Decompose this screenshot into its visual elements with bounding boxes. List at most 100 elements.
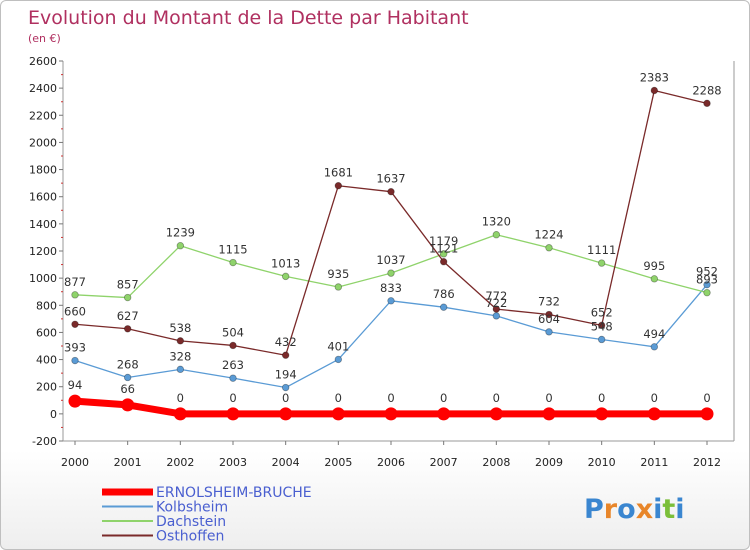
data-point — [387, 187, 395, 196]
data-label: 94 — [68, 378, 83, 392]
data-label: 877 — [64, 275, 86, 289]
data-label: 1320 — [482, 215, 511, 229]
data-point — [703, 288, 711, 297]
data-label: 1013 — [271, 256, 300, 270]
y-tick-label: 600 — [36, 326, 57, 339]
data-point — [650, 275, 659, 283]
logo-letter: r — [604, 494, 618, 525]
data-point — [439, 258, 448, 266]
y-tick-label: 1000 — [29, 272, 57, 285]
legend: ERNOLSHEIM-BRUCHEKolbsheimDachsteinOstho… — [102, 485, 312, 545]
data-label: 0 — [177, 391, 184, 405]
data-label: 432 — [275, 335, 297, 349]
data-point — [176, 242, 185, 250]
data-label: 401 — [327, 339, 349, 353]
data-point — [650, 343, 659, 351]
data-point — [492, 312, 501, 320]
data-label: 0 — [282, 391, 289, 405]
logo-letter: P — [584, 494, 604, 525]
x-tick-label: 2012 — [693, 456, 721, 469]
data-point — [334, 283, 343, 291]
data-label: 660 — [64, 304, 86, 318]
data-point — [71, 320, 79, 328]
data-label: 268 — [117, 357, 139, 371]
axes: -200020040060080010001200140016001800200… — [29, 55, 735, 469]
series-layer — [68, 86, 714, 421]
data-label: 0 — [335, 391, 342, 405]
data-point — [281, 351, 290, 359]
x-tick-label: 2003 — [219, 456, 247, 469]
data-label: 2288 — [692, 83, 721, 97]
data-label: 2383 — [640, 70, 669, 84]
data-point — [229, 258, 237, 267]
data-label: 995 — [643, 259, 665, 273]
data-label: 0 — [387, 391, 394, 405]
y-tick-label: 200 — [36, 381, 57, 394]
data-point — [703, 99, 711, 108]
data-point — [439, 250, 448, 258]
logo-letter: x — [636, 494, 653, 525]
data-point — [229, 374, 237, 382]
legend-label-1: Kolbsheim — [156, 500, 228, 516]
data-point — [489, 407, 503, 421]
data-point — [173, 407, 187, 421]
data-point — [545, 244, 553, 252]
x-tick-label: 2007 — [430, 456, 458, 469]
data-point — [647, 407, 661, 421]
data-point — [68, 394, 82, 408]
data-label: 494 — [643, 327, 665, 341]
x-tick-label: 2011 — [640, 456, 668, 469]
legend-label-3: Osthoffen — [156, 529, 224, 545]
data-point — [281, 272, 290, 281]
data-label: 1179 — [429, 234, 458, 248]
y-tick-label: 1800 — [29, 164, 57, 177]
y-tick-label: 400 — [36, 354, 57, 367]
data-label: 1239 — [166, 226, 195, 240]
legend-label-2: Dachstein — [156, 514, 226, 530]
data-point — [229, 341, 237, 350]
x-tick-label: 2002 — [166, 456, 194, 469]
data-point — [176, 365, 185, 374]
data-label: 604 — [538, 312, 560, 326]
data-label: 786 — [433, 287, 455, 301]
data-point — [542, 407, 556, 421]
data-label: 393 — [64, 341, 86, 355]
data-label: 1224 — [534, 228, 563, 242]
y-tick-label: 2000 — [29, 136, 57, 149]
data-label: 66 — [120, 382, 135, 396]
data-label: 652 — [591, 305, 613, 319]
logo-letter: t — [662, 494, 675, 525]
data-point — [439, 303, 448, 311]
data-point — [71, 356, 79, 365]
data-label: 833 — [380, 281, 402, 295]
x-tick-label: 2006 — [377, 456, 405, 469]
logo-letter: i — [675, 494, 684, 525]
data-point — [121, 398, 135, 412]
data-label: 548 — [591, 319, 613, 333]
x-tick-label: 2005 — [324, 456, 352, 469]
x-tick-label: 2004 — [272, 456, 300, 469]
data-point — [334, 355, 343, 364]
data-label: 328 — [169, 349, 191, 363]
data-point — [545, 328, 553, 336]
x-tick-label: 2010 — [588, 456, 616, 469]
data-point — [71, 291, 79, 299]
data-point — [545, 310, 553, 319]
data-point — [331, 407, 345, 421]
data-label: 538 — [169, 321, 191, 335]
data-point — [123, 293, 132, 302]
x-tick-label: 2009 — [535, 456, 563, 469]
data-label: 1037 — [376, 253, 405, 267]
y-tick-label: 2200 — [29, 109, 57, 122]
legend-label-0: ERNOLSHEIM-BRUCHE — [156, 485, 312, 501]
data-label: 627 — [117, 309, 139, 323]
data-point — [437, 407, 451, 421]
data-label: 0 — [440, 391, 447, 405]
data-label: 1111 — [587, 243, 616, 257]
data-point — [279, 407, 293, 421]
data-label: 194 — [275, 368, 297, 382]
y-tick-label: 1200 — [29, 245, 57, 258]
data-label: 0 — [545, 391, 552, 405]
